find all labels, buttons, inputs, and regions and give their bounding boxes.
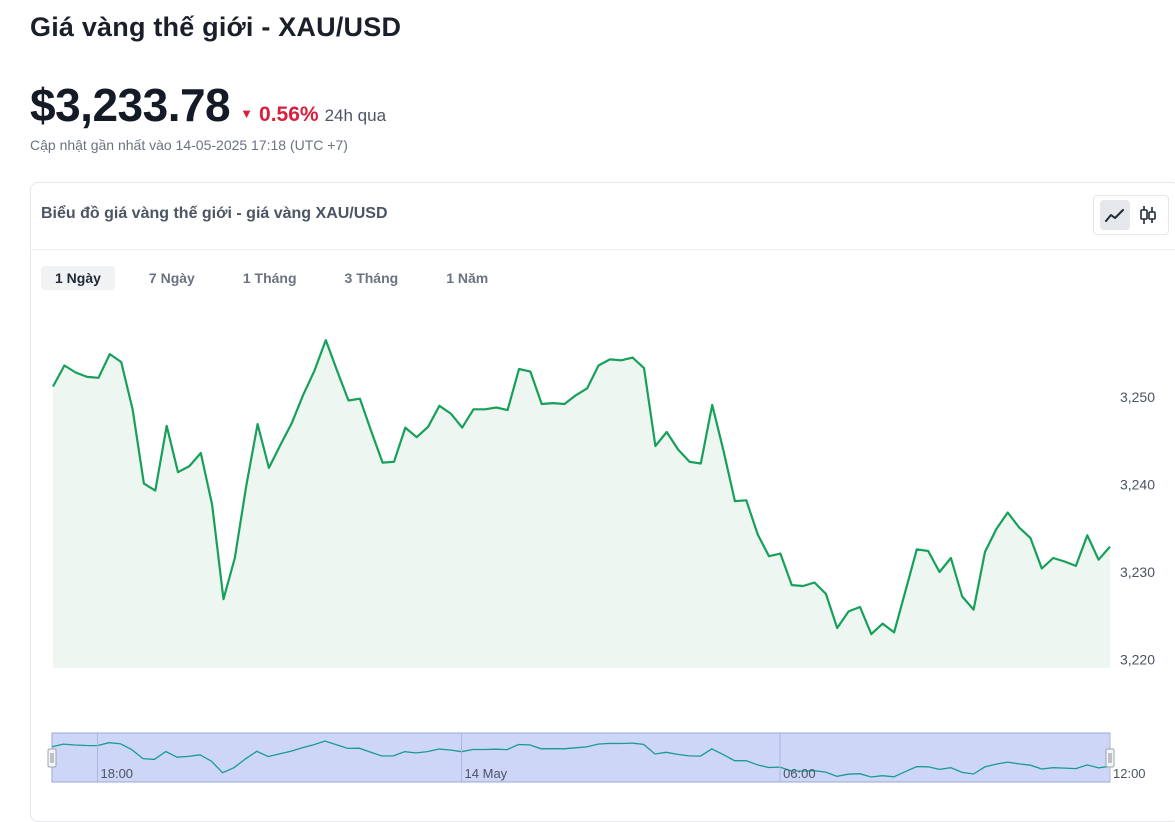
y-tick-label: 3,220 xyxy=(1120,652,1155,668)
y-tick-label: 3,240 xyxy=(1120,477,1155,493)
y-tick-label: 3,250 xyxy=(1120,389,1155,405)
navigator-time-label: 14 May xyxy=(465,766,508,781)
navigator-right-handle[interactable] xyxy=(1106,749,1114,767)
price-chart: 3,220 3,230 3,240 3,250 18:00 14 May 06:00 12:0… xyxy=(0,0,1175,798)
navigator-left-handle[interactable] xyxy=(48,749,56,767)
navigator-window[interactable] xyxy=(52,733,1110,782)
navigator-time-label: 12:00 xyxy=(1113,766,1146,781)
y-tick-label: 3,230 xyxy=(1120,564,1155,580)
navigator-time-label: 18:00 xyxy=(101,766,134,781)
navigator-time-label: 06:00 xyxy=(783,766,816,781)
